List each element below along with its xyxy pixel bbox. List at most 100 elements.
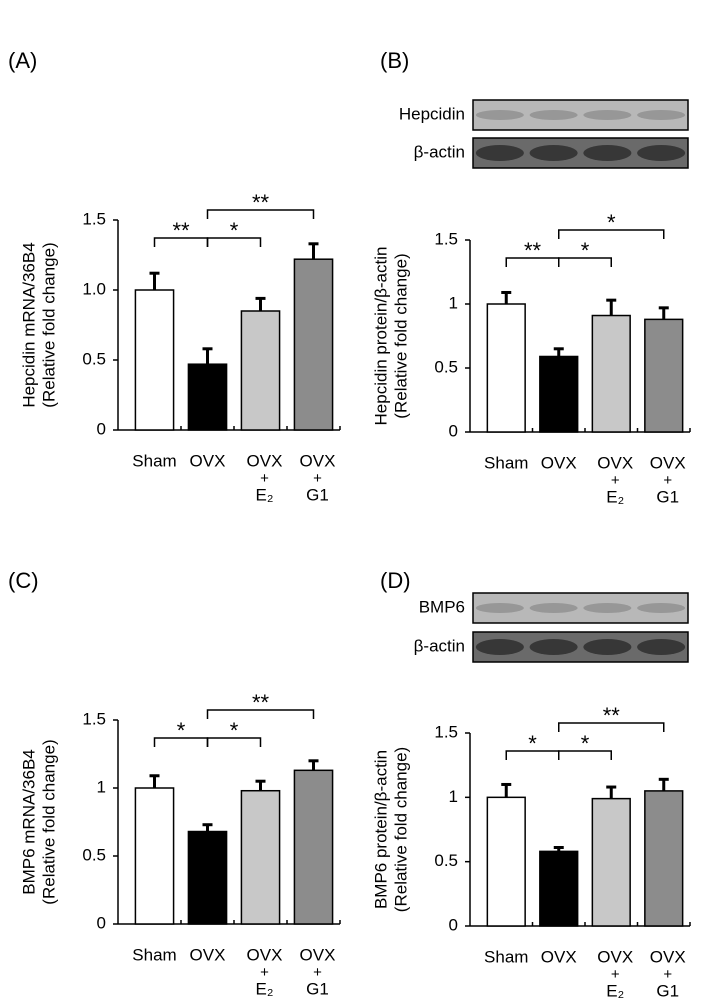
x-tick-label: E₂: [256, 979, 274, 998]
y-tick-label: 0: [97, 419, 106, 438]
y-axis-label: BMP6 mRNA/36B4: [19, 749, 38, 895]
y-tick-label: 0: [449, 421, 458, 440]
y-tick-label: 0.5: [434, 357, 458, 376]
significance-bracket: [558, 722, 665, 732]
panel-label: (D): [380, 568, 411, 593]
bar: [591, 797, 631, 927]
significance-label: **: [603, 703, 621, 728]
bar: [240, 310, 281, 431]
significance-label: *: [230, 718, 239, 743]
bar: [539, 355, 579, 433]
blot-band: [637, 639, 686, 655]
y-tick-label: 1: [449, 787, 458, 806]
bar: [293, 769, 334, 925]
significance-bracket: [206, 237, 262, 247]
y-tick-label: 1.5: [434, 722, 458, 741]
bar: [591, 314, 631, 433]
x-tick-label: OVX: [650, 453, 686, 472]
blot-band: [475, 110, 524, 120]
x-tick-label: OVX: [597, 947, 633, 966]
x-tick-label: OVX: [247, 451, 283, 470]
blot-band: [529, 110, 578, 120]
x-tick-label: OVX: [247, 945, 283, 964]
blot-band: [583, 145, 632, 161]
blot-band: [529, 145, 578, 161]
significance-label: *: [581, 731, 590, 756]
y-tick-label: 0.5: [82, 349, 106, 368]
bar: [293, 258, 334, 431]
significance-bracket: [558, 750, 612, 760]
x-tick-label: Sham: [132, 945, 176, 964]
x-tick-label: G1: [656, 981, 679, 1000]
blot-band: [583, 639, 632, 655]
blot-band: [529, 603, 578, 613]
significance-label: **: [524, 238, 542, 263]
bar: [187, 830, 228, 925]
x-tick-label: E₂: [606, 981, 624, 1000]
x-tick-label: G1: [306, 979, 329, 998]
x-tick-label: OVX: [650, 947, 686, 966]
x-tick-label: +: [663, 966, 672, 983]
x-tick-label: OVX: [541, 453, 577, 472]
significance-label: **: [252, 690, 270, 715]
blot-label: β-actin: [414, 636, 465, 655]
y-axis-label: (Relative fold change): [391, 747, 410, 912]
significance-bracket: [558, 257, 612, 267]
bar: [134, 289, 175, 431]
significance-label: *: [177, 718, 186, 743]
panel-label: (B): [380, 48, 409, 73]
y-axis-label: Hepcidin mRNA/36B4: [19, 242, 38, 407]
blot-label: BMP6: [419, 597, 465, 616]
y-tick-label: 1.5: [82, 209, 106, 228]
y-axis-label: (Relative fold change): [39, 242, 58, 407]
y-axis-label: (Relative fold change): [391, 253, 410, 418]
x-tick-label: OVX: [300, 451, 336, 470]
x-tick-label: Sham: [484, 453, 528, 472]
y-tick-label: 1: [449, 293, 458, 312]
significance-bracket: [558, 229, 665, 239]
x-tick-label: +: [313, 470, 322, 487]
y-tick-label: 0: [97, 913, 106, 932]
blot-band: [475, 603, 524, 613]
y-axis-label: BMP6 protein/β-actin: [371, 750, 390, 909]
x-tick-label: +: [260, 470, 269, 487]
x-tick-label: +: [611, 472, 620, 489]
significance-bracket: [206, 709, 315, 719]
x-tick-label: +: [260, 964, 269, 981]
x-tick-label: Sham: [132, 451, 176, 470]
y-tick-label: 0: [449, 915, 458, 934]
bar: [539, 850, 579, 927]
significance-label: *: [581, 238, 590, 263]
blot-label: β-actin: [414, 142, 465, 161]
significance-bracket: [206, 737, 262, 747]
x-tick-label: +: [611, 966, 620, 983]
blot-band: [637, 603, 686, 613]
x-tick-label: G1: [306, 485, 329, 504]
panel-label: (A): [8, 48, 37, 73]
y-tick-label: 1.0: [82, 279, 106, 298]
blot-band: [475, 639, 524, 655]
significance-label: **: [252, 190, 270, 215]
significance-label: *: [528, 731, 537, 756]
significance-bracket: [206, 209, 315, 219]
x-tick-label: OVX: [300, 945, 336, 964]
y-tick-label: 0.5: [434, 851, 458, 870]
y-tick-label: 0.5: [82, 845, 106, 864]
y-tick-label: 1: [97, 777, 106, 796]
bar: [644, 318, 684, 433]
bar: [187, 363, 228, 431]
blot-label: Hepcidin: [399, 104, 465, 123]
bar: [644, 790, 684, 927]
x-tick-label: +: [663, 472, 672, 489]
bar: [240, 789, 281, 925]
x-tick-label: OVX: [541, 947, 577, 966]
significance-label: *: [230, 218, 239, 243]
y-axis-label: (Relative fold change): [39, 739, 58, 904]
x-tick-label: G1: [656, 487, 679, 506]
x-tick-label: E₂: [606, 487, 624, 506]
blot-band: [529, 639, 578, 655]
significance-label: **: [172, 218, 190, 243]
x-tick-label: OVX: [597, 453, 633, 472]
bar: [486, 303, 526, 433]
